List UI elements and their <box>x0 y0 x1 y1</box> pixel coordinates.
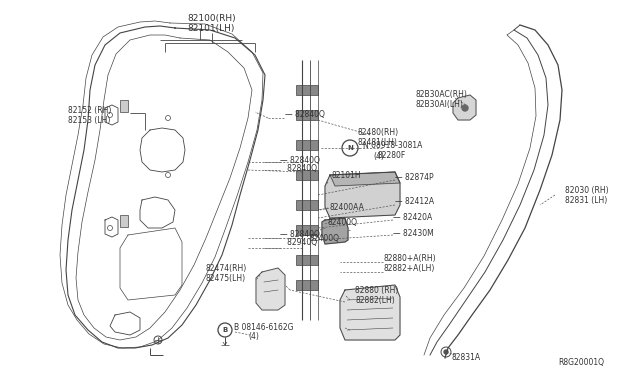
Circle shape <box>166 173 170 177</box>
Text: R8G20001Q: R8G20001Q <box>558 357 604 366</box>
Text: — 82412A: — 82412A <box>395 198 434 206</box>
Bar <box>296 255 318 265</box>
Text: 82475(LH): 82475(LH) <box>205 273 245 282</box>
Text: 82400Q: 82400Q <box>327 218 357 227</box>
Text: — 82420A: — 82420A <box>393 214 432 222</box>
Text: 82B30AC(RH): 82B30AC(RH) <box>415 90 467 99</box>
Text: 82831 (LH): 82831 (LH) <box>565 196 607 205</box>
Text: — 82840Q: — 82840Q <box>280 231 320 240</box>
Text: 82831A: 82831A <box>452 353 481 362</box>
Text: N 08918-3081A: N 08918-3081A <box>363 141 422 150</box>
Circle shape <box>342 140 358 156</box>
Text: 82280F: 82280F <box>378 151 406 160</box>
Bar <box>120 100 128 112</box>
Text: 82153 (LH): 82153 (LH) <box>68 115 110 125</box>
Polygon shape <box>325 172 400 218</box>
Text: 82400AA: 82400AA <box>330 203 365 212</box>
Bar <box>296 140 318 150</box>
Text: 82474(RH): 82474(RH) <box>205 263 246 273</box>
Text: N: N <box>347 145 353 151</box>
Bar <box>296 225 318 235</box>
Circle shape <box>166 115 170 121</box>
Polygon shape <box>453 95 476 120</box>
Text: — 82874P: — 82874P <box>395 173 434 183</box>
Polygon shape <box>340 285 400 340</box>
Bar <box>120 215 128 227</box>
Text: — 82840Q: — 82840Q <box>285 110 325 119</box>
Text: 82882+A(LH): 82882+A(LH) <box>384 263 435 273</box>
Text: 82100(RH): 82100(RH) <box>187 13 236 22</box>
Text: — 82430M: — 82430M <box>393 230 434 238</box>
Text: 82481(LH): 82481(LH) <box>358 138 398 147</box>
Polygon shape <box>330 172 400 186</box>
Text: 82882(LH): 82882(LH) <box>355 295 395 305</box>
Text: 82152 (RH): 82152 (RH) <box>68 106 111 115</box>
Text: 82101(LH): 82101(LH) <box>187 23 234 32</box>
Circle shape <box>108 225 113 231</box>
Circle shape <box>462 105 468 111</box>
Polygon shape <box>256 268 285 310</box>
Text: B 08146-6162G: B 08146-6162G <box>234 324 294 333</box>
Text: (4): (4) <box>373 151 384 160</box>
Circle shape <box>441 347 451 357</box>
Text: (4): (4) <box>248 333 259 341</box>
Text: 82940Q: 82940Q <box>280 238 317 247</box>
Text: B: B <box>222 327 228 333</box>
Text: 82101H: 82101H <box>332 170 362 180</box>
Text: 82B30AI(LH): 82B30AI(LH) <box>415 100 463 109</box>
Text: 82480(RH): 82480(RH) <box>358 128 399 137</box>
Text: 82030 (RH): 82030 (RH) <box>565 186 609 195</box>
Text: 82840Q: 82840Q <box>280 164 317 173</box>
Text: 82880 (RH): 82880 (RH) <box>355 285 398 295</box>
Circle shape <box>108 112 113 118</box>
Text: — 82840Q: — 82840Q <box>280 155 320 164</box>
Bar <box>296 85 318 95</box>
Bar <box>296 280 318 290</box>
Text: 82880+A(RH): 82880+A(RH) <box>384 253 436 263</box>
Bar <box>296 170 318 180</box>
Circle shape <box>444 350 448 354</box>
Polygon shape <box>322 218 348 244</box>
Bar <box>296 200 318 210</box>
Bar <box>296 110 318 120</box>
Circle shape <box>154 336 162 344</box>
Circle shape <box>218 323 232 337</box>
Text: 82400Q: 82400Q <box>310 234 340 243</box>
